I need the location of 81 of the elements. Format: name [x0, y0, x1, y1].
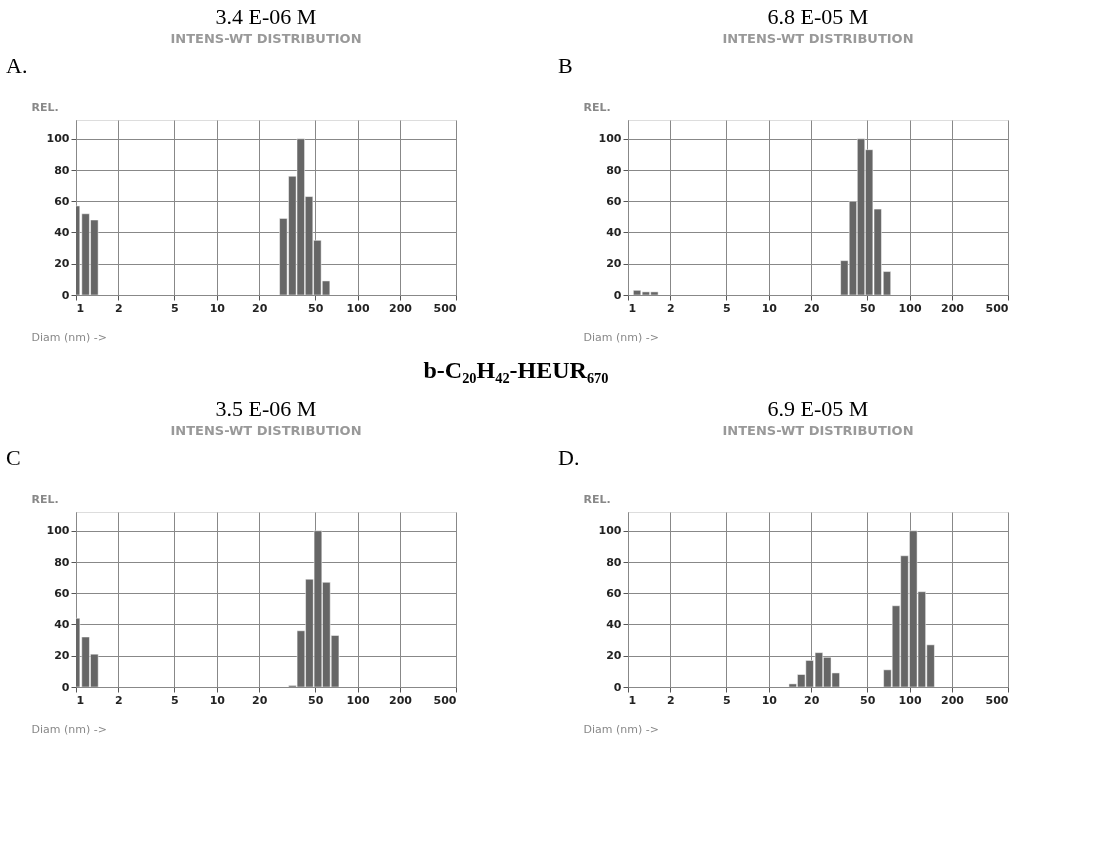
y-tick-label: 60	[606, 586, 622, 600]
x-tick-label: 2	[667, 693, 675, 707]
y-tick-label: 80	[606, 163, 622, 177]
text: B	[558, 53, 573, 78]
y-tick-label: 80	[606, 555, 622, 569]
y-tick-label: 0	[613, 288, 622, 302]
y-tick-label: 60	[606, 194, 622, 208]
chart-title: 3.4 E-06 M	[215, 4, 317, 29]
x-tick-label: 10	[761, 301, 778, 315]
x-tick-label: 5	[171, 301, 179, 315]
x-axis-title: Diam (nm) ->	[583, 722, 659, 736]
x-tick-label: 5	[723, 301, 731, 315]
x-tick-label: 100	[346, 693, 370, 707]
chart-subtitle: INTENS-WT DISTRIBUTION	[722, 423, 914, 438]
x-tick-label: 2	[115, 693, 123, 707]
x-axis-title: Diam (nm) ->	[31, 330, 107, 344]
y-tick-label: 20	[606, 649, 622, 663]
chart-title: 3.5 E-06 M	[215, 396, 317, 421]
y-tick-label: 80	[54, 163, 70, 177]
x-tick-label: 1	[76, 693, 85, 707]
text: b-C₂₀H₄₂-HEUR₆₇₀	[423, 357, 609, 383]
x-tick-label: 200	[940, 301, 965, 315]
y-tick-label: 0	[613, 680, 622, 694]
y-axis-title: REL.	[583, 492, 611, 506]
x-axis-title: Diam (nm) ->	[31, 722, 107, 736]
x-tick-label: 2	[667, 301, 675, 315]
text: C	[6, 445, 21, 470]
y-tick-label: 100	[46, 524, 70, 538]
y-tick-label: 100	[46, 132, 70, 146]
x-tick-label: 20	[804, 693, 820, 707]
x-tick-label: 10	[761, 693, 778, 707]
y-tick-label: 100	[598, 524, 622, 538]
chart-subtitle: INTENS-WT DISTRIBUTION	[170, 31, 362, 46]
x-tick-label: 100	[898, 301, 922, 315]
y-tick-label: 40	[606, 618, 622, 631]
x-tick-label: 20	[804, 301, 820, 315]
x-tick-label: 50	[308, 693, 324, 707]
x-tick-label: 50	[308, 301, 324, 315]
x-tick-label: 20	[252, 301, 268, 315]
x-tick-label: 500	[433, 693, 457, 707]
text: A.	[6, 53, 28, 78]
x-tick-label: 2	[115, 301, 123, 315]
y-tick-label: 40	[54, 618, 70, 631]
x-tick-label: 100	[898, 693, 922, 707]
y-tick-label: 60	[54, 586, 70, 600]
y-tick-label: 20	[54, 257, 70, 271]
x-tick-label: 1	[628, 301, 637, 315]
y-tick-label: 0	[61, 680, 70, 694]
y-tick-label: 100	[598, 132, 622, 146]
x-tick-label: 10	[209, 693, 226, 707]
x-tick-label: 50	[860, 693, 876, 707]
chart-title: 6.9 E-05 M	[767, 396, 869, 421]
x-tick-label: 500	[985, 693, 1009, 707]
y-axis-title: REL.	[583, 100, 611, 114]
y-tick-label: 20	[54, 649, 70, 663]
x-tick-label: 500	[433, 301, 457, 315]
text: D.	[558, 445, 580, 470]
chart-subtitle: INTENS-WT DISTRIBUTION	[170, 423, 362, 438]
x-tick-label: 20	[252, 693, 268, 707]
y-axis-title: REL.	[31, 492, 59, 506]
y-tick-label: 20	[606, 257, 622, 271]
x-axis-title: Diam (nm) ->	[583, 330, 659, 344]
x-tick-label: 5	[723, 693, 731, 707]
x-tick-label: 200	[388, 693, 413, 707]
x-tick-label: 50	[860, 301, 876, 315]
x-tick-label: 1	[76, 301, 85, 315]
chart-subtitle: INTENS-WT DISTRIBUTION	[722, 31, 914, 46]
y-tick-label: 40	[54, 226, 70, 239]
x-tick-label: 1	[628, 693, 637, 707]
chart-title: 6.8 E-05 M	[767, 4, 869, 29]
y-axis-title: REL.	[31, 100, 59, 114]
x-tick-label: 5	[171, 693, 179, 707]
x-tick-label: 10	[209, 301, 226, 315]
y-tick-label: 60	[54, 194, 70, 208]
x-tick-label: 200	[388, 301, 413, 315]
x-tick-label: 100	[346, 301, 370, 315]
x-tick-label: 200	[940, 693, 965, 707]
y-tick-label: 80	[54, 555, 70, 569]
y-tick-label: 0	[61, 288, 70, 302]
x-tick-label: 500	[985, 301, 1009, 315]
y-tick-label: 40	[606, 226, 622, 239]
